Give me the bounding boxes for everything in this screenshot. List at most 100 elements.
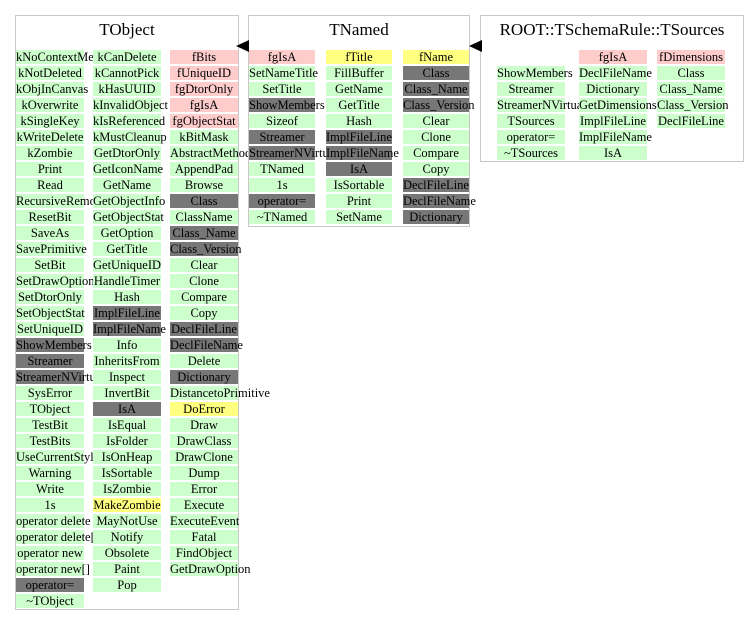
member-cell: operator new xyxy=(16,546,84,560)
member-cell: Class xyxy=(657,66,725,80)
member-cell: operator= xyxy=(249,194,315,208)
member-cell: Streamer xyxy=(497,82,565,96)
tsources-column-1: ShowMembers Streamer StreamerNVirtual TSour… xyxy=(497,50,586,162)
member-cell: StreamerNVirtual xyxy=(249,146,338,160)
member-cell: SetTitle xyxy=(249,82,315,96)
member-cell: StreamerNVirtual xyxy=(16,370,105,384)
member-cell: InheritsFrom xyxy=(93,354,161,368)
member-cell: DeclFileLine xyxy=(657,114,725,128)
member-cell: Pop xyxy=(93,578,161,592)
tnamed-column-1: fgIsA SetNameTitle SetTitle ShowMembers Size… xyxy=(249,50,338,226)
member-cell: operator new[] xyxy=(16,562,90,576)
member-cell: SetBit xyxy=(16,258,84,272)
member-cell: Delete xyxy=(170,354,238,368)
member-cell: ImplFileName xyxy=(326,146,399,160)
member-cell: TObject xyxy=(16,402,84,416)
member-cell: SetUniqueID xyxy=(16,322,84,336)
member-cell: kIsReferenced xyxy=(93,114,166,128)
member-cell: AbstractMethod xyxy=(170,146,252,160)
member-cell: GetObjectInfo xyxy=(93,194,166,208)
member-cell: IsEqual xyxy=(93,418,161,432)
member-cell: Inspect xyxy=(93,370,161,384)
member-cell: HandleTimer xyxy=(93,274,161,288)
member-cell: Class_Name xyxy=(403,82,469,96)
member-cell: Execute xyxy=(170,498,238,512)
member-cell: Clear xyxy=(170,258,238,272)
member-cell: ImplFileName xyxy=(579,130,652,144)
member-cell: GetUniqueID xyxy=(93,258,162,272)
member-cell: operator= xyxy=(16,578,84,592)
member-cell: GetTitle xyxy=(93,242,161,256)
member-cell: DrawClone xyxy=(170,450,238,464)
inheritance-arrow-tnamed-to-tobject xyxy=(236,40,249,52)
member-cell: operator delete xyxy=(16,514,91,528)
member-cell: Error xyxy=(170,482,238,496)
member-cell: kHasUUID xyxy=(93,82,161,96)
class-box-tsources: ROOT::TSchemaRule::TSources ShowMembers S… xyxy=(480,15,744,162)
member-cell: kObjInCanvas xyxy=(16,82,89,96)
member-cell: DrawClass xyxy=(170,434,238,448)
member-cell: Class xyxy=(403,66,469,80)
member-cell: Streamer xyxy=(249,130,315,144)
member-cell: Class_Name xyxy=(657,82,725,96)
tsources-column-3: fDimensions Class Class_Name Class_Version D… xyxy=(657,50,729,130)
member-cell: ImplFileName xyxy=(93,322,166,336)
member-cell: TNamed xyxy=(249,162,315,176)
class-title-tnamed: TNamed xyxy=(329,20,389,39)
member-cell: MakeZombie xyxy=(93,498,161,512)
member-cell: Dictionary xyxy=(403,210,469,224)
tsources-column-2: fgIsA DeclFileName Dictionary GetDimensions… xyxy=(579,50,657,162)
member-cell: IsSortable xyxy=(93,466,161,480)
member-cell: ShowMembers xyxy=(249,98,325,112)
member-cell: GetName xyxy=(326,82,392,96)
member-cell: operator delete[] xyxy=(16,530,99,544)
member-cell: 1s xyxy=(16,498,84,512)
member-cell: Compare xyxy=(170,290,238,304)
member-cell: Class xyxy=(170,194,238,208)
member-cell: Copy xyxy=(403,162,469,176)
member-cell: Dump xyxy=(170,466,238,480)
member-cell: kBitMask xyxy=(170,130,238,144)
member-cell: TSources xyxy=(497,114,565,128)
member-cell: FindObject xyxy=(170,546,238,560)
tnamed-column-3: fName Class Class_Name Class_Version Clear Cl… xyxy=(403,50,476,226)
member-cell: Clone xyxy=(170,274,238,288)
member-cell: IsSortable xyxy=(326,178,392,192)
member-cell: DoError xyxy=(170,402,238,416)
member-cell: IsA xyxy=(93,402,161,416)
member-cell: fUniqueID xyxy=(170,66,238,80)
class-box-tobject: TObject kNoContextMenu kNotDeleted kObjInC… xyxy=(15,15,270,610)
member-cell: MayNotUse xyxy=(93,514,161,528)
member-cell: DeclFileName xyxy=(403,194,476,208)
member-cell: Notify xyxy=(93,530,161,544)
member-cell: IsOnHeap xyxy=(93,450,161,464)
member-cell: kNoContextMenu xyxy=(16,50,107,64)
member-cell: Hash xyxy=(93,290,161,304)
member-cell: DeclFileName xyxy=(579,66,652,80)
member-cell: TestBits xyxy=(16,434,84,448)
member-cell: DistancetoPrimitive xyxy=(170,386,270,400)
member-cell: RecursiveRemove xyxy=(16,194,108,208)
member-cell: IsA xyxy=(326,162,392,176)
member-cell: SysError xyxy=(16,386,84,400)
member-cell: DeclFileName xyxy=(170,338,243,352)
member-cell: Dictionary xyxy=(579,82,647,96)
member-cell: UseCurrentStyle xyxy=(16,450,100,464)
member-cell: DeclFileLine xyxy=(403,178,469,192)
member-cell: Paint xyxy=(93,562,161,576)
member-cell: operator= xyxy=(497,130,565,144)
member-cell: InvertBit xyxy=(93,386,161,400)
member-cell: Warning xyxy=(16,466,84,480)
member-cell: Compare xyxy=(403,146,469,160)
member-cell: FillBuffer xyxy=(326,66,392,80)
member-cell: Sizeof xyxy=(249,114,315,128)
member-cell: fgDtorOnly xyxy=(170,82,238,96)
member-cell: SetDtorOnly xyxy=(16,290,84,304)
member-cell: fTitle xyxy=(326,50,392,64)
member-cell: TestBit xyxy=(16,418,84,432)
inheritance-arrow-tsources-to-tnamed xyxy=(469,40,482,52)
member-cell: Draw xyxy=(170,418,238,432)
member-cell: AppendPad xyxy=(170,162,238,176)
member-cell: Class_Name xyxy=(170,226,238,240)
member-cell: SetObjectStat xyxy=(16,306,85,320)
